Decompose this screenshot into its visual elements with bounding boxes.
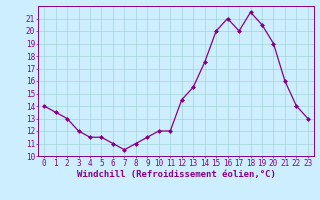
X-axis label: Windchill (Refroidissement éolien,°C): Windchill (Refroidissement éolien,°C) <box>76 170 276 179</box>
